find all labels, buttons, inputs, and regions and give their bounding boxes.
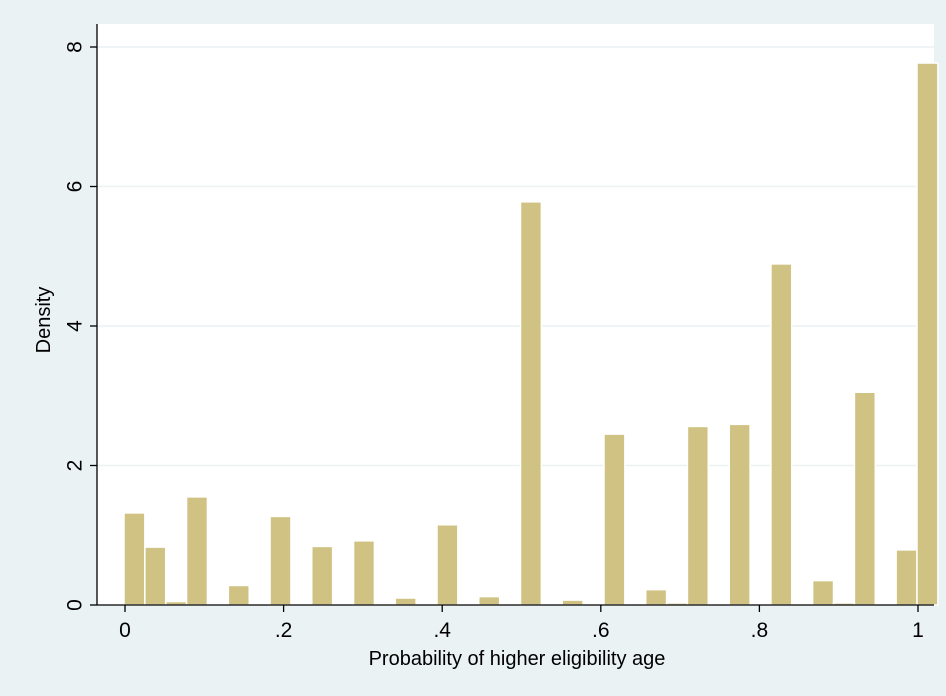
bar-37: [895, 549, 918, 606]
bar-5: [227, 584, 250, 606]
bar-7: [269, 515, 292, 606]
y-axis-ticks: 0 2 4 6 8: [64, 41, 97, 611]
x-tick-label-.4: .4: [433, 619, 451, 642]
x-tick-label-1: 1: [912, 619, 924, 642]
x-axis-ticks: 0 .2 .4 .6 .8 1: [119, 605, 924, 642]
y-tick-label-8: 8: [64, 41, 87, 53]
bar-0: [123, 512, 146, 606]
y-tick-label-6: 6: [64, 181, 87, 193]
bar-17: [478, 595, 501, 606]
x-axis-title: Probability of higher eligibility age: [369, 648, 666, 670]
bars: [123, 62, 939, 606]
bar-19: [519, 201, 543, 606]
bar-15: [436, 524, 459, 606]
bar-1: [144, 546, 167, 606]
bar-3: [185, 496, 209, 606]
x-tick-label-.8: .8: [751, 619, 769, 642]
bar-38: [916, 62, 939, 606]
y-axis-title: Density: [33, 287, 55, 354]
x-tick-label-.6: .6: [592, 619, 610, 642]
bar-9: [311, 545, 334, 606]
bar-11: [352, 540, 376, 606]
bar-27: [686, 425, 710, 606]
bar-31: [770, 263, 793, 606]
bar-13: [394, 597, 417, 606]
x-tick-label-0: 0: [119, 619, 131, 642]
bar-33: [811, 579, 835, 606]
bar-21: [561, 599, 584, 606]
bar-23: [603, 433, 626, 606]
plot-area: [97, 24, 934, 605]
bar-35: [853, 391, 877, 606]
y-tick-label-2: 2: [64, 460, 87, 472]
y-tick-label-4: 4: [64, 320, 87, 332]
y-tick-label-0: 0: [64, 599, 87, 611]
bar-25: [644, 588, 668, 606]
bar-29: [728, 423, 751, 606]
gridlines: [97, 46, 934, 467]
x-tick-label-.2: .2: [275, 619, 293, 642]
